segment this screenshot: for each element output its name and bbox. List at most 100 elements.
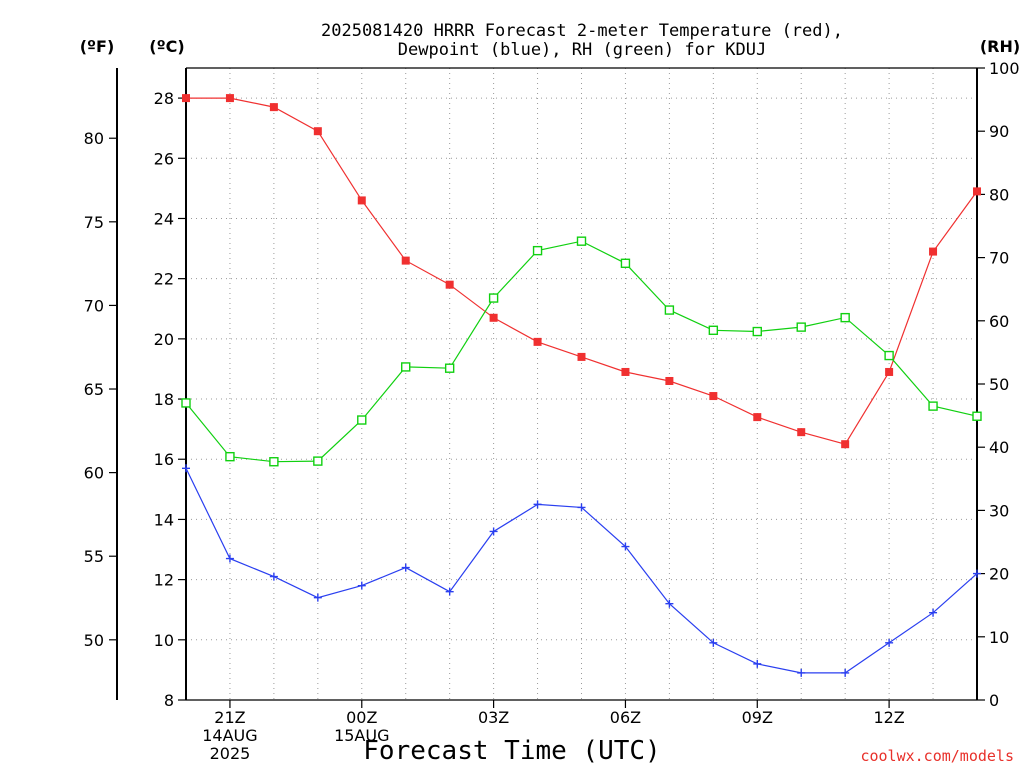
- rh-point: [181, 398, 191, 408]
- fahrenheit-tick-label: 70: [84, 296, 104, 315]
- dewpoint-point: [445, 587, 454, 596]
- temperature-point: [753, 413, 762, 422]
- dewpoint-point: [709, 638, 718, 647]
- fahrenheit-tick-label: 55: [84, 547, 104, 566]
- rh-point: [488, 293, 499, 303]
- dewpoint-point: [225, 554, 234, 563]
- chart-title-line-2: Dewpoint (blue), RH (green) for KDUJ: [398, 40, 766, 60]
- rh-tick-label: 80: [989, 185, 1009, 204]
- x-tick-label: 00Z: [346, 708, 377, 727]
- rh-point: [576, 236, 587, 246]
- rh-point: [928, 401, 938, 411]
- fahrenheit-tick-label: 60: [84, 464, 104, 483]
- temperature-point: [533, 337, 542, 346]
- rh-point: [664, 305, 675, 315]
- celsius-tick-label: 22: [154, 270, 174, 289]
- dewpoint-point: [357, 581, 366, 590]
- fahrenheit-tick-label: 50: [84, 631, 104, 650]
- x-tick-label: 09Z: [742, 708, 773, 727]
- celsius-unit-label: (ºC): [149, 37, 184, 56]
- rh-point: [313, 456, 323, 466]
- fahrenheit-tick-label: 75: [84, 213, 104, 232]
- rh-tick-label: 10: [989, 628, 1009, 647]
- x-tick-label: 21Z: [214, 708, 245, 727]
- dewpoint-point: [621, 542, 630, 551]
- dewpoint-point: [489, 527, 498, 536]
- temperature-point: [445, 280, 454, 289]
- temperature-point: [269, 103, 278, 112]
- x-axis-label: Forecast Time (UTC): [363, 736, 660, 766]
- temperature-point: [841, 440, 850, 449]
- fahrenheit-unit-label: (ºF): [80, 37, 115, 56]
- dewpoint-point: [929, 608, 938, 617]
- dewpoint-point: [577, 503, 586, 512]
- rh-point: [225, 451, 235, 462]
- rh-point: [840, 312, 850, 323]
- rh-tick-label: 100: [989, 59, 1020, 78]
- dewpoint-point: [753, 659, 762, 668]
- rh-point: [752, 326, 762, 337]
- temperature-point: [885, 367, 894, 376]
- series: [181, 94, 982, 677]
- rh-point: [972, 411, 982, 421]
- x-tick-label: 14AUG: [202, 726, 257, 745]
- x-tick-label: 2025: [210, 744, 251, 763]
- dewpoint-point: [313, 593, 322, 602]
- dewpoint-point: [841, 668, 850, 677]
- x-tick-label: 12Z: [873, 708, 904, 727]
- temperature-point: [225, 94, 234, 103]
- x-tick-label: 06Z: [610, 708, 641, 727]
- rh-tick-label: 40: [989, 438, 1009, 457]
- dewpoint-point: [665, 599, 674, 608]
- rh-tick-label: 0: [989, 691, 999, 710]
- celsius-tick-label: 14: [154, 510, 174, 529]
- rh-point: [532, 245, 543, 256]
- rh-point: [444, 363, 455, 373]
- rh-tick-label: 60: [989, 312, 1009, 331]
- temperature-point: [401, 256, 410, 265]
- celsius-tick-label: 26: [154, 149, 174, 168]
- dewpoint-point: [401, 563, 410, 572]
- celsius-tick-label: 12: [154, 571, 174, 590]
- celsius-tick-label: 28: [154, 89, 174, 108]
- fahrenheit-tick-label: 80: [84, 129, 104, 148]
- temperature-point: [577, 352, 586, 361]
- temperature-point: [709, 392, 718, 401]
- rh-tick-label: 20: [989, 565, 1009, 584]
- fahrenheit-tick-label: 65: [84, 380, 104, 399]
- dewpoint-point: [182, 464, 190, 473]
- temperature-point: [621, 367, 630, 376]
- rh-tick-label: 70: [989, 249, 1009, 268]
- celsius-tick-label: 24: [154, 209, 174, 228]
- dewpoint-point: [885, 638, 894, 647]
- axes: [109, 67, 985, 708]
- rh-tick-label: 90: [989, 122, 1009, 141]
- celsius-tick-label: 20: [154, 330, 174, 349]
- rh-tick-label: 50: [989, 375, 1009, 394]
- x-tick-label: 03Z: [478, 708, 509, 727]
- temperature-point: [665, 376, 674, 385]
- rh-point: [401, 362, 411, 372]
- rh-unit-label: (RH): [980, 37, 1020, 56]
- grid: [186, 68, 977, 701]
- rh-point: [620, 258, 631, 268]
- rh-point: [357, 415, 367, 425]
- temperature-point: [313, 127, 322, 136]
- rh-point: [796, 322, 806, 332]
- rh-point: [708, 325, 719, 335]
- celsius-tick-label: 18: [154, 390, 174, 409]
- celsius-tick-label: 16: [154, 450, 174, 469]
- dewpoint-point: [973, 569, 981, 578]
- temperature-point: [929, 247, 938, 256]
- dewpoint-point: [269, 572, 278, 581]
- chart-title-line-1: 2025081420 HRRR Forecast 2-meter Tempera…: [321, 21, 843, 41]
- rh-tick-label: 30: [989, 501, 1009, 520]
- rh-point: [269, 457, 279, 467]
- dewpoint-point: [797, 668, 806, 677]
- dewpoint-point: [533, 500, 542, 509]
- temperature-point: [357, 196, 366, 205]
- rh-point: [884, 350, 894, 361]
- tick-labels: 8 10 12 14 16 18 20 22 24 26 28 50 55 60 65 70 75 80 0 10 20…: [84, 59, 1020, 763]
- celsius-tick-label: 8: [164, 691, 174, 710]
